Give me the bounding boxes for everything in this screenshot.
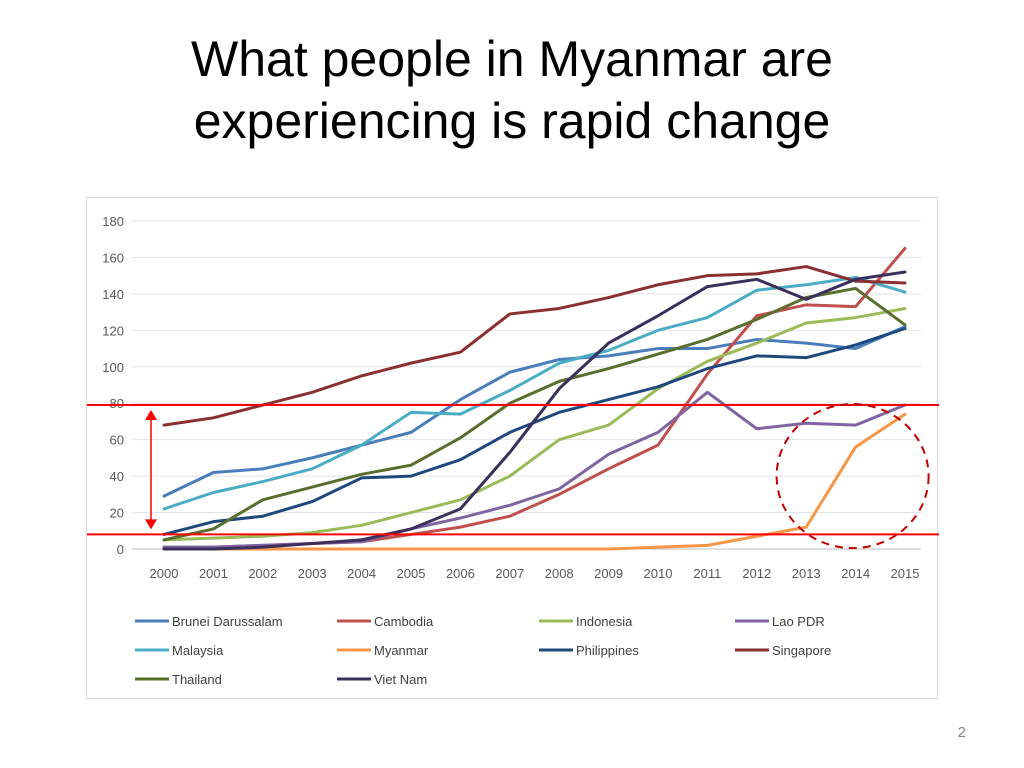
x-tick-label: 2008 xyxy=(545,566,574,581)
x-tick-label: 2002 xyxy=(248,566,277,581)
x-tick-label: 2005 xyxy=(397,566,426,581)
chart-container: 0 20 40 60 80 100 120 140 160 180 2000 2001 2002 2003… xyxy=(86,197,939,699)
x-tick-label: 2003 xyxy=(298,566,327,581)
range-arrow-head-bottom xyxy=(145,519,157,530)
y-tick-label: 100 xyxy=(102,360,124,375)
x-tick-label: 2012 xyxy=(742,566,771,581)
legend-label: Cambodia xyxy=(374,614,434,629)
legend-label: Philippines xyxy=(576,643,639,658)
y-tick-label: 20 xyxy=(110,506,124,521)
x-tick-label: 2010 xyxy=(644,566,673,581)
slide-title-line-2: experiencing is rapid change xyxy=(193,93,831,149)
series-line-thailand xyxy=(162,286,907,542)
y-tick-label: 180 xyxy=(102,214,124,229)
x-tick-label: 2011 xyxy=(693,566,721,581)
y-tick-label: 160 xyxy=(102,250,124,265)
x-tick-label: 2014 xyxy=(841,566,870,581)
series-line-viet-nam xyxy=(162,270,907,551)
y-tick-label: 140 xyxy=(102,287,124,302)
legend-label: Indonesia xyxy=(576,614,633,629)
legend-label: Brunei Darussalam xyxy=(172,614,283,629)
series-line-brunei-darussalam xyxy=(162,325,907,498)
x-tick-label: 2015 xyxy=(891,566,920,581)
x-tick-label: 2009 xyxy=(594,566,623,581)
x-tick-label: 2006 xyxy=(446,566,475,581)
legend-label: Malaysia xyxy=(172,643,224,658)
x-tick-label: 2007 xyxy=(495,566,524,581)
y-tick-label: 60 xyxy=(110,433,124,448)
y-tick-label: 120 xyxy=(102,323,124,338)
highlight-circle xyxy=(775,403,930,550)
legend-label: Myanmar xyxy=(374,643,429,658)
series-line-malaysia xyxy=(162,275,907,511)
x-tick-label: 2004 xyxy=(347,566,376,581)
legend-label: Thailand xyxy=(172,672,222,687)
x-tick-label: 2013 xyxy=(792,566,821,581)
legend-label: Lao PDR xyxy=(772,614,825,629)
y-tick-label: 40 xyxy=(110,469,124,484)
x-tick-label: 2000 xyxy=(150,566,179,581)
range-arrow-head-top xyxy=(145,410,157,421)
page-number: 2 xyxy=(957,724,966,741)
slide-title: What people in Myanmar are experiencing … xyxy=(0,28,1024,152)
y-tick-label: 0 xyxy=(117,542,124,557)
series-line-lao-pdr xyxy=(162,390,907,549)
x-tick-label: 2001 xyxy=(199,566,228,581)
series-line-myanmar xyxy=(162,412,907,551)
y-tick-label: 80 xyxy=(110,396,124,411)
legend-label: Viet Nam xyxy=(374,672,427,687)
series-line-singapore xyxy=(162,265,907,427)
slide-title-line-1: What people in Myanmar are xyxy=(191,31,833,87)
legend-label: Singapore xyxy=(772,643,831,658)
line-chart: 0 20 40 60 80 100 120 140 160 180 2000 2001 2002 2003… xyxy=(87,214,939,687)
